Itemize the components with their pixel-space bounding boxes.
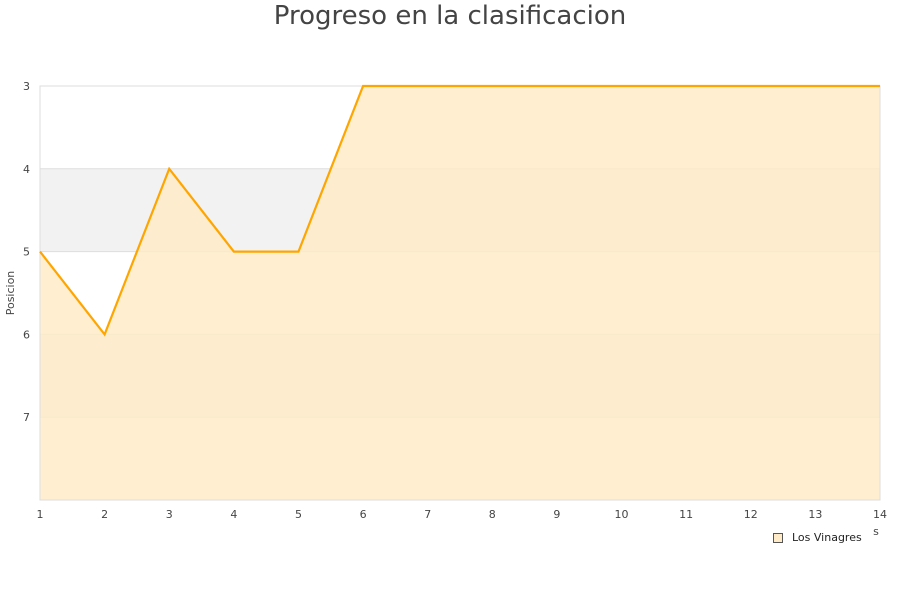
- x-tick-label: 13: [808, 508, 822, 521]
- x-tick-label: 9: [553, 508, 560, 521]
- y-tick-label: 4: [23, 163, 30, 176]
- x-tick-label: 5: [295, 508, 302, 521]
- y-tick-label: 3: [23, 80, 30, 93]
- series-line: [39, 84, 880, 337]
- x-tick-label: 1: [37, 508, 44, 521]
- series-area: [40, 86, 880, 500]
- chart-title: Progreso en la clasificacion: [273, 1, 627, 31]
- y-tick-label: 5: [23, 246, 30, 259]
- y-axis-label: Posicion: [4, 271, 17, 316]
- legend-swatch: [773, 532, 783, 543]
- x-tick-label: 4: [230, 508, 237, 521]
- y-tick-label: 6: [23, 328, 30, 341]
- legend-item[interactable]: Los Vinagres: [773, 531, 862, 544]
- x-tick-label: 11: [679, 508, 693, 521]
- y-tick-label: 7: [23, 411, 30, 424]
- x-tick-label: 2: [101, 508, 108, 521]
- x-tick-label: 12: [744, 508, 758, 521]
- x-tick-label: 8: [489, 508, 496, 521]
- x-tick-label: 6: [360, 508, 367, 521]
- x-tick-label: 10: [615, 508, 629, 521]
- x-tick-label: 14: [873, 508, 887, 521]
- legend-label: Los Vinagres: [792, 531, 862, 544]
- x-axis-label: s: [873, 525, 879, 538]
- x-tick-label: 7: [424, 508, 431, 521]
- x-tick-label: 3: [166, 508, 173, 521]
